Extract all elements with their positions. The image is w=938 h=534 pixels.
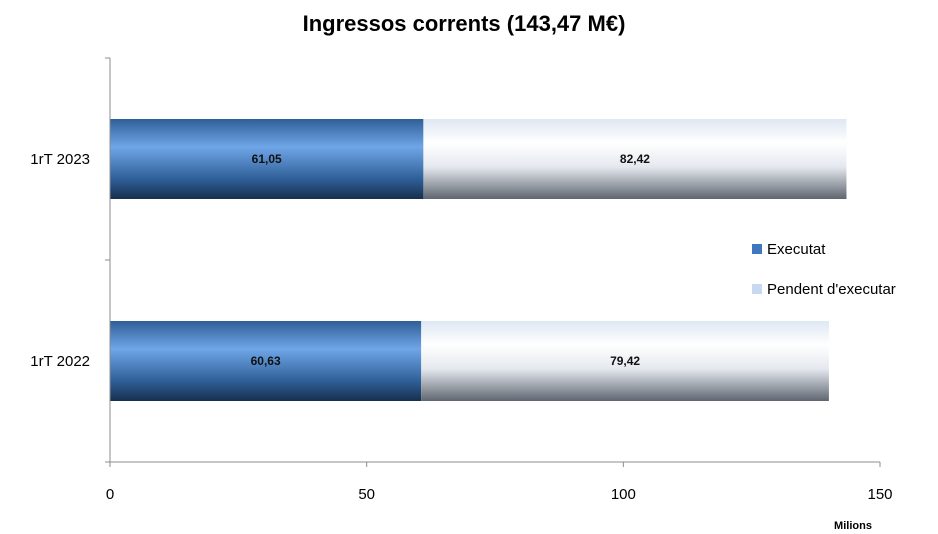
x-axis-unit-label: Milions [834,520,872,532]
bar-pendent-1 [421,321,829,401]
legend-swatch-pendent [752,284,762,294]
x-tick-label: 100 [611,486,636,503]
x-tick-label: 50 [358,486,375,503]
data-label: 61,05 [252,152,282,166]
data-label: 82,42 [620,152,650,166]
x-tick-label: 150 [867,486,892,503]
axes-group [105,57,881,467]
data-label: 79,42 [610,354,640,368]
labels-group: 61,05 82,42 1rT 2023 60,63 79,42 1rT 2022 0 50 1… [30,151,892,503]
category-label: 1rT 2022 [30,353,90,370]
bar-executat-0 [110,119,424,199]
bar-pendent-0 [423,119,847,199]
legend-label-executat: Executat [767,241,826,258]
data-label: 60,63 [251,354,281,368]
category-label: 1rT 2023 [30,151,90,168]
chart-title: Ingressos corrents (143,47 M€) [303,11,626,36]
legend-label-pendent: Pendent d'executar [767,281,896,298]
legend-swatch-executat [752,244,762,254]
bar-executat-1 [110,321,422,401]
bars-group [110,119,847,401]
x-tick-label: 0 [106,486,114,503]
legend: Executat Pendent d'executar [752,241,896,298]
